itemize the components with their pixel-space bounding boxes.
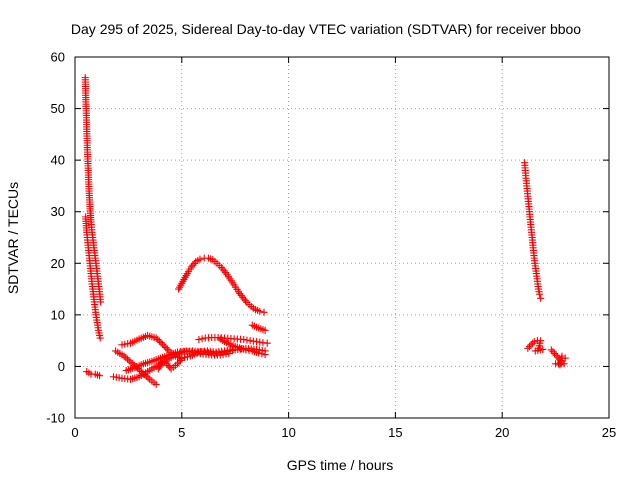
series-arc-2: [82, 213, 104, 342]
series-arc-12: [248, 321, 269, 334]
series-arc-9: [175, 254, 268, 316]
x-tick-label: 5: [178, 425, 185, 440]
data-point: [96, 331, 104, 340]
x-tick-label: 0: [71, 425, 78, 440]
data-point: [181, 353, 189, 362]
plot-frame: [74, 56, 610, 419]
series-arc-15: [547, 346, 569, 369]
y-tick-label: 20: [51, 256, 65, 271]
data-point: [258, 350, 266, 358]
data-point: [539, 345, 547, 353]
y-tick-label: 30: [51, 204, 65, 219]
data-point: [196, 255, 204, 263]
data-point: [535, 342, 543, 350]
x-tick-label: 25: [602, 425, 616, 440]
y-tick-label: 60: [51, 50, 65, 65]
y-tick-label: 0: [58, 359, 65, 374]
x-tick-label: 10: [281, 425, 295, 440]
data-point: [256, 307, 264, 315]
data-point: [260, 308, 268, 316]
data-point: [561, 354, 569, 362]
chart-title: Day 295 of 2025, Sidereal Day-to-day VTE…: [71, 21, 581, 37]
series-arc-10: [195, 333, 271, 347]
x-tick-label: 15: [388, 425, 402, 440]
data-point: [530, 338, 538, 346]
series-arc-1: [81, 74, 105, 306]
data-point: [96, 372, 104, 380]
series-arc-5: [112, 347, 160, 389]
data-point: [536, 290, 544, 298]
series-arc-13: [521, 159, 545, 302]
data-point: [225, 349, 233, 358]
series-arc-3: [83, 368, 104, 380]
y-tick-label: 40: [51, 153, 65, 168]
series-arc-7: [122, 347, 233, 375]
x-tick-label: 20: [495, 425, 509, 440]
grid-lines: [75, 57, 609, 418]
data-point: [536, 339, 544, 347]
data-point: [261, 326, 269, 334]
y-tick-label: 50: [51, 101, 65, 116]
data-point: [178, 355, 186, 363]
data-point: [195, 336, 203, 344]
data-point: [261, 351, 269, 359]
y-tick-label: 10: [51, 307, 65, 322]
y-tick-label: -10: [46, 411, 65, 426]
series-arc-8: [154, 355, 186, 373]
data-point: [96, 334, 104, 342]
data-point: [537, 294, 545, 302]
data-point: [255, 349, 263, 357]
data-point: [97, 298, 105, 306]
y-axis-label: SDTVAR / TECUs: [5, 182, 21, 294]
axis-ticks: 0 5 10 15 20 25 -10 0 10 20 30 40 50 60: [46, 50, 616, 441]
data-point: [537, 337, 545, 345]
data-point: [552, 360, 560, 368]
series-arc-11: [216, 335, 269, 359]
data-point: [263, 339, 271, 347]
data-points: [81, 74, 569, 389]
x-axis-label: GPS time / hours: [287, 457, 394, 473]
data-point: [152, 380, 160, 389]
series-arc-14: [524, 337, 547, 355]
data-point: [198, 335, 206, 343]
data-point: [183, 353, 192, 361]
